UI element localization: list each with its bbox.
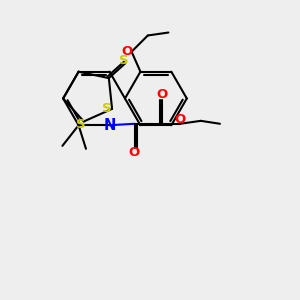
Text: O: O (156, 88, 167, 101)
Text: O: O (122, 45, 133, 58)
Text: O: O (128, 146, 140, 159)
Text: S: S (119, 54, 129, 67)
Text: S: S (102, 102, 112, 116)
Text: S: S (76, 118, 86, 131)
Text: O: O (175, 113, 186, 126)
Text: N: N (103, 118, 116, 133)
